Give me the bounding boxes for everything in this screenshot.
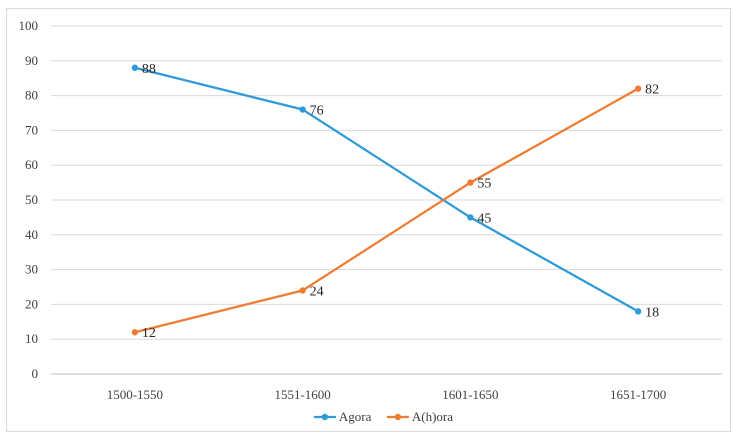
legend-item-2: A(h)ora [386, 409, 453, 424]
y-tick-label: 80 [25, 88, 38, 103]
legend: Agora A(h)ora [313, 409, 453, 424]
y-tick-label: 50 [25, 192, 38, 207]
y-tick-label: 10 [25, 331, 38, 346]
y-tick-label: 30 [25, 262, 38, 277]
y-tick-label: 0 [32, 366, 39, 381]
data-label: 12 [142, 326, 156, 341]
legend-label: A(h)ora [412, 409, 453, 424]
data-label: 88 [142, 62, 156, 77]
y-tick-label: 90 [25, 53, 38, 68]
x-tick-label: 1551-1600 [274, 387, 330, 402]
legend-swatch-marker [394, 413, 402, 421]
x-tick-label: 1601-1650 [442, 387, 498, 402]
y-tick-label: 20 [25, 296, 38, 311]
y-tick-label: 60 [25, 157, 38, 172]
series-group [131, 64, 642, 336]
gridlines [51, 25, 722, 375]
data-label: 18 [645, 305, 659, 320]
data-point [467, 214, 474, 221]
series-line-2 [133, 87, 640, 334]
data-point [634, 308, 642, 315]
x-tick-label: 1651-1700 [610, 387, 666, 402]
data-label: 55 [477, 177, 491, 192]
series-line-1 [133, 66, 640, 313]
data-label: 82 [645, 83, 659, 98]
data-point [634, 85, 642, 92]
data-point [131, 64, 139, 71]
data-labels: 88 76 45 18 12 24 55 82 [142, 62, 659, 341]
y-tick-label: 100 [19, 18, 39, 33]
y-axis-ticks: 0 10 20 30 40 50 60 70 80 90 100 [19, 18, 39, 381]
legend-item-1: Agora [313, 409, 372, 424]
data-point [299, 287, 306, 294]
x-axis-ticks: 1500-1550 1551-1600 1601-1650 1651-1700 [107, 387, 667, 402]
data-label: 45 [477, 211, 491, 226]
legend-swatch-marker [321, 413, 329, 421]
data-label: 76 [310, 104, 324, 119]
chart-frame [6, 8, 731, 432]
data-point [131, 329, 139, 336]
legend-label: Agora [339, 409, 372, 424]
data-point [299, 106, 306, 113]
y-tick-label: 70 [25, 122, 38, 137]
x-tick-label: 1500-1550 [107, 387, 163, 402]
y-tick-label: 40 [25, 227, 38, 242]
data-point [467, 179, 474, 186]
data-label: 24 [310, 284, 324, 299]
